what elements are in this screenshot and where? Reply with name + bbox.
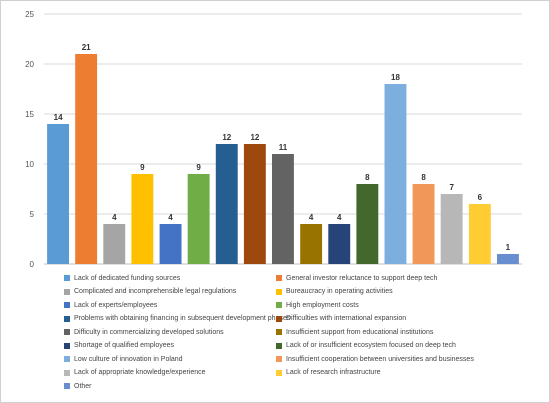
data-label: 18 [391,73,400,82]
legend-swatch [276,342,282,349]
legend-label: Lack of experts/employees [74,301,158,309]
legend-swatch [64,369,70,376]
bar [159,224,182,264]
bar [131,174,154,264]
data-labels: 14 21 4 9 4 9 12 12 11 4 4 8 18 8 7 6 1 [54,43,511,252]
bar [356,184,379,264]
data-label: 11 [279,143,288,152]
legend-item: Low culture of innovation in Poland [64,353,183,365]
legend-item: Other [64,380,92,392]
bar [215,144,238,264]
legend-item: Difficulties with international expansio… [276,313,406,325]
legend-label: Bureaucracy in operating activities [286,288,393,295]
bar [384,84,407,264]
y-axis-ticks: 0 5 10 15 20 25 [25,10,34,269]
data-label: 4 [337,213,342,222]
legend-swatch [64,302,70,308]
legend-swatch [276,302,282,308]
legend-swatch [276,329,282,335]
data-label: 1 [506,243,511,252]
legend-swatch [276,288,282,295]
bar [497,254,519,264]
data-label: 9 [140,163,145,172]
legend-label: Difficulty in commercializing developed … [74,328,224,336]
bar [300,224,323,264]
data-label: 4 [309,213,314,222]
legend-item: Insufficient support from educational in… [276,326,433,338]
legend-swatch [276,369,282,376]
legend-label: Difficulties with international expansio… [286,315,407,322]
legend-label: Complicated and incomprehensible legal r… [74,288,237,295]
legend-swatch [64,342,70,349]
legend-item: Lack of dedicated funding sources [64,272,180,284]
legend-label: Lack of dedicated funding sources [74,274,181,282]
legend-swatch [64,275,70,281]
bar [468,204,491,264]
data-label: 4 [112,213,117,222]
legend-label: Lack of research infrastructure [286,369,381,376]
legend-swatch [64,356,70,362]
legend-label: Insufficient support from educational in… [286,328,434,336]
legend-label: High employment costs [286,301,359,309]
bar [412,184,435,264]
bar [103,224,126,264]
legend-label: Lack of or insufficient ecosystem focuse… [286,342,456,349]
data-label: 9 [196,163,201,172]
legend-swatch [276,275,282,281]
legend-swatch [64,329,70,335]
bar [47,124,69,264]
legend-label: Insufficient cooperation between univers… [286,355,474,363]
data-label: 7 [449,183,454,192]
legend-item: High employment costs [276,299,359,311]
legend-swatch [64,383,70,389]
legend-item: General investor reluctance to support d… [276,272,437,284]
legend-label: Other [74,382,92,390]
data-label: 14 [54,113,63,122]
legend-item: Lack of research infrastructure [276,367,381,379]
y-tick-label: 15 [25,110,34,119]
legend-item: Problems with obtaining financing in sub… [64,313,290,325]
bar [243,144,266,264]
legend-label: Lack of appropriate knowledge/experience [74,369,206,376]
legend-label: Low culture of innovation in Poland [74,355,183,363]
legend-item: Bureaucracy in operating activities [276,286,393,298]
legend-item: Insufficient cooperation between univers… [276,353,474,365]
y-tick-label: 5 [30,210,35,219]
legend-swatch [64,315,70,322]
legend-label: General investor reluctance to support d… [286,274,438,282]
legend-swatch [276,315,282,322]
legend-swatch [276,356,282,362]
legend-item: Lack of or insufficient ecosystem focuse… [276,340,456,352]
bar [187,174,210,264]
legend-item: Difficulty in commercializing developed … [64,326,224,338]
data-label: 6 [478,193,483,202]
data-label: 4 [168,213,173,222]
legend-item: Lack of experts/employees [64,299,157,311]
legend-swatch [64,288,70,295]
data-label: 8 [365,173,370,182]
legend-item: Shortage of qualified employees [64,340,174,352]
legend-label: Problems with obtaining financing in sub… [74,315,291,322]
legend-item: Lack of appropriate knowledge/experience [64,367,206,379]
y-tick-label: 25 [25,10,34,19]
bar [272,154,294,264]
bar [328,224,351,264]
data-label: 21 [82,43,91,52]
y-tick-label: 10 [25,160,34,169]
bar [75,54,98,264]
legend-label: Shortage of qualified employees [74,342,175,349]
y-tick-label: 20 [25,60,34,69]
legend-item: Complicated and incomprehensible legal r… [64,286,236,298]
bar [440,194,463,264]
data-label: 12 [222,133,231,142]
y-tick-label: 0 [30,260,35,269]
data-label: 12 [250,133,259,142]
bars [47,54,519,264]
data-label: 8 [421,173,426,182]
